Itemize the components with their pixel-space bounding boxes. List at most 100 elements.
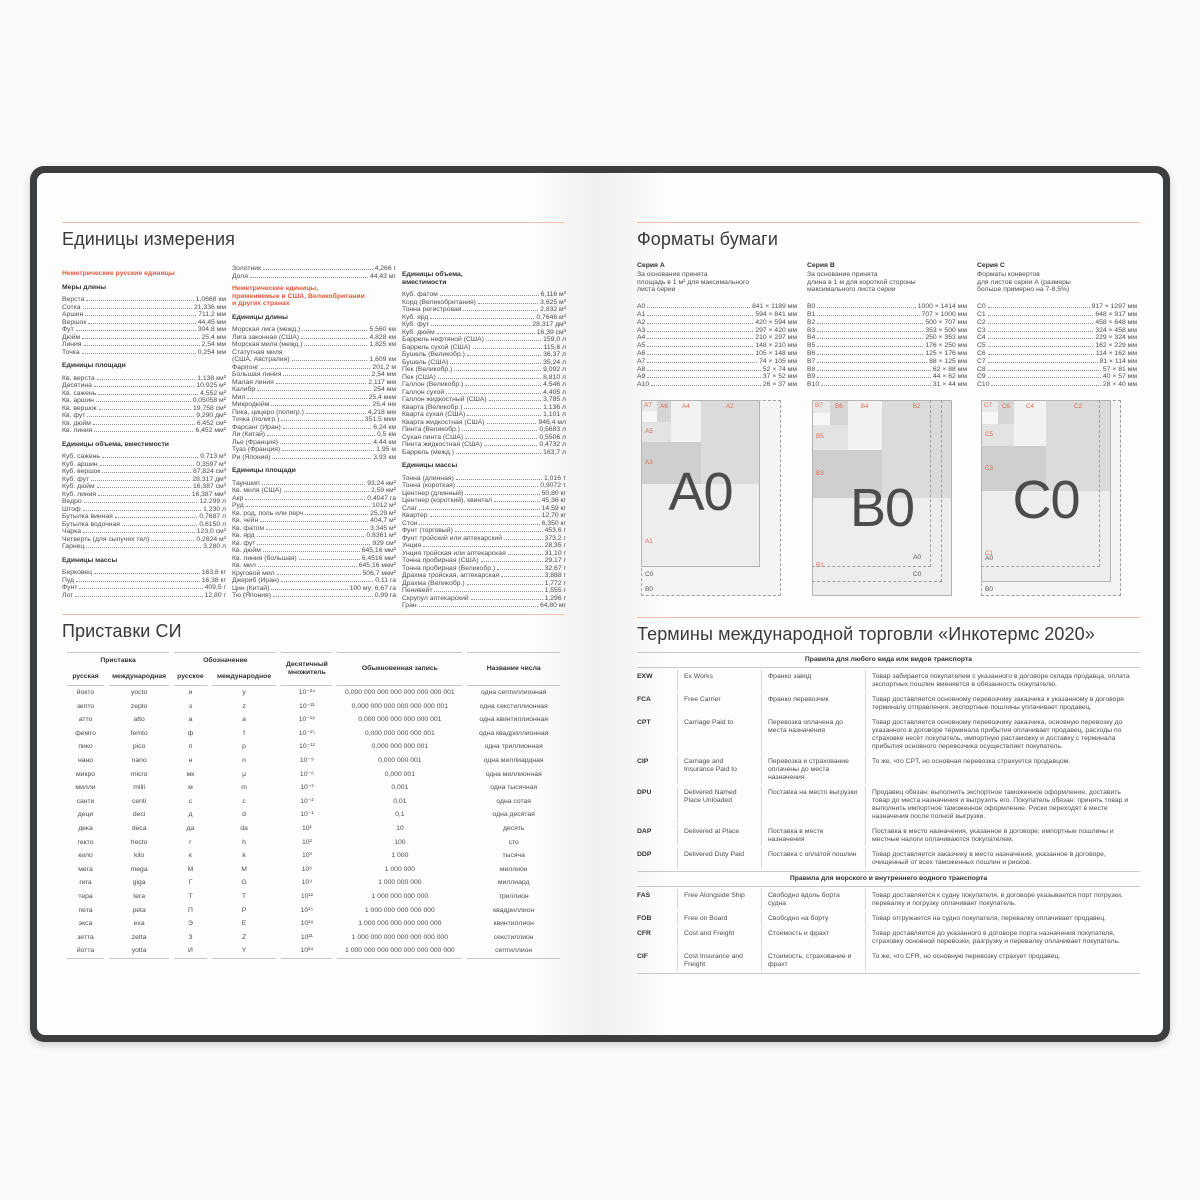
leader-dots <box>247 397 367 399</box>
si-cell: T <box>241 893 247 900</box>
si-cell: фемто <box>75 729 96 737</box>
incoterms-row: CIF Cost Insurance and Freight Стоимость, … <box>637 950 1140 971</box>
si-cell: одна тысячная <box>490 784 538 792</box>
unit-row: Берковец 163,8 кг <box>62 569 226 577</box>
leader-dots <box>91 479 191 481</box>
format-size: 62 × 88 мм <box>932 365 967 373</box>
unit-name: Куб. аршин <box>62 460 98 468</box>
subdivision-label: A7 <box>644 402 652 409</box>
unit-value: 4,44 км <box>373 438 396 446</box>
incoterms-name-ru: Перевозка и страхование оплачены до мест… <box>761 755 865 784</box>
unit-name: Галлон (Великобр.) <box>402 381 464 388</box>
unit-row: Куб. сажень 9,713 м³ <box>62 453 226 461</box>
format-size: 1000 × 1414 мм <box>917 303 967 311</box>
format-code: A4 <box>637 334 646 342</box>
unit-name: Вершок <box>62 318 87 326</box>
format-code: B3 <box>807 326 816 334</box>
leader-dots <box>987 314 1094 316</box>
si-header-symbol: Обозначение <box>174 652 277 669</box>
unit-name: Лье (Франция) <box>232 438 279 446</box>
leader-dots <box>98 494 190 496</box>
si-cell: pico <box>132 743 146 751</box>
subdivision-a7: A7 <box>642 401 657 412</box>
format-size: 162 × 229 мм <box>1095 342 1137 350</box>
si-cell: 10³ <box>301 852 312 860</box>
outline-label-c0: C0 <box>913 571 922 578</box>
si-cell: 10¹⁸ <box>300 920 314 928</box>
leader-dots <box>434 591 543 592</box>
si-cell: нано <box>77 757 94 765</box>
incoterms-name-en: Free on Board <box>677 912 761 925</box>
si-row: деци deci д d 10⁻¹ 0,1 одна десятая <box>67 808 560 822</box>
incoterms-name-en: Cost Insurance and Freight <box>677 950 761 971</box>
unit-value: 45,36 кг <box>541 497 566 504</box>
unit-name: Галлон жидкостный (США) <box>402 396 487 403</box>
incoterms-description: Товар отгружается на судно покупателя, п… <box>865 912 1140 925</box>
format-code: A6 <box>637 349 646 357</box>
si-cell: триллион <box>498 893 529 900</box>
subdivision-b2: B2 <box>882 401 951 498</box>
format-size: 26 × 37 мм <box>762 381 797 389</box>
unit-row: Тауншип 93,24 км² <box>232 480 396 488</box>
format-size: 37 × 52 мм <box>762 373 797 381</box>
si-cell: 1 000 000 <box>384 865 415 873</box>
unit-row: Пинта жидкостная (США) 0,4732 л <box>402 441 566 449</box>
unit-name: Сухая пинта (США) <box>402 433 464 441</box>
incoterms-row: CFR Cost and Freight Стоимость и фрахт Това… <box>637 927 1140 948</box>
leader-dots <box>497 568 543 570</box>
unit-name: Стон <box>402 519 418 527</box>
unit-row: Лот 12,80 г <box>62 592 226 600</box>
unit-value: 0,9072 т <box>540 482 566 489</box>
unit-row: Лье (Франция) 4,44 км <box>232 439 396 447</box>
si-cell: k <box>242 852 246 860</box>
unit-name: Кв. дюйм <box>62 419 91 427</box>
si-row: йокто yocto и y 10⁻²⁴ 0,000 000 000 000 000 0… <box>67 686 560 700</box>
leader-dots <box>151 539 195 541</box>
subdivision-c5: C5 <box>982 423 1014 446</box>
unit-row: Драхма (Великобр.) 1,772 г <box>402 580 566 588</box>
format-row: C4 229 × 324 мм <box>977 334 1137 342</box>
unit-value: 64,80 мг <box>539 602 566 609</box>
format-size: 324 × 458 мм <box>1095 326 1137 334</box>
unit-name: Фут <box>62 326 74 333</box>
subdivision-a1: A1 <box>642 483 759 566</box>
unit-value: 0,2624 м³ <box>196 535 226 543</box>
si-cell: М <box>187 865 194 873</box>
unit-row: Кв. сажень 4,552 м² <box>62 390 226 398</box>
unit-row: Кв. фут 929 см² <box>232 540 396 548</box>
format-diagram-c0: C1 C2 C3 C4 C5 C6 C7 A0 B0 C0 <box>981 400 1133 612</box>
incoterms-name-ru: Стоимость, страхование и фрахт <box>761 950 865 971</box>
subdivision-label: C2 <box>1073 403 1083 410</box>
leader-dots <box>507 553 543 555</box>
unit-value: 44,45 мм <box>197 318 226 326</box>
format-code: A0 <box>637 303 646 311</box>
unit-name: Дюйм <box>62 333 81 341</box>
format-size: 841 × 1189 мм <box>752 303 797 311</box>
unit-value: 6,24 км <box>373 423 396 431</box>
units-subheading-red: Неметрические русские единицы <box>62 270 175 277</box>
unit-row: Микродюйм 25,4 нм <box>232 401 396 409</box>
format-size: 52 × 74 мм <box>762 365 797 373</box>
unit-row: Руд 1012 м² <box>232 502 396 510</box>
outline-a0 <box>981 400 1100 567</box>
leader-dots <box>437 377 542 379</box>
unit-row: Мил 25,4 мкм <box>232 394 396 402</box>
leader-dots <box>651 385 761 387</box>
subdivision-label: B1 <box>816 562 824 570</box>
series-name: Серия A <box>637 262 665 269</box>
format-code: B7 <box>807 357 816 365</box>
unit-name: Центнер (длинный) <box>402 489 464 497</box>
format-code: C8 <box>977 365 986 373</box>
unit-value: 16,387 мм³ <box>191 490 226 498</box>
subdivision-b6: B6 <box>830 401 848 426</box>
unit-name: Кв. линия (большая) <box>232 554 297 562</box>
format-row: B5 176 × 250 мм <box>807 342 967 350</box>
unit-name: Бушель (Великобр.) <box>402 351 465 358</box>
incoterms-code: FOB <box>637 914 652 922</box>
si-cell: мега <box>78 865 93 873</box>
unit-value: 0,11 га <box>375 577 396 584</box>
si-cell: к <box>188 852 192 860</box>
format-size: 229 × 324 мм <box>1095 334 1137 342</box>
incoterms-name-ru: Поставка на место выгрузки <box>761 786 865 823</box>
leader-dots <box>283 491 369 492</box>
